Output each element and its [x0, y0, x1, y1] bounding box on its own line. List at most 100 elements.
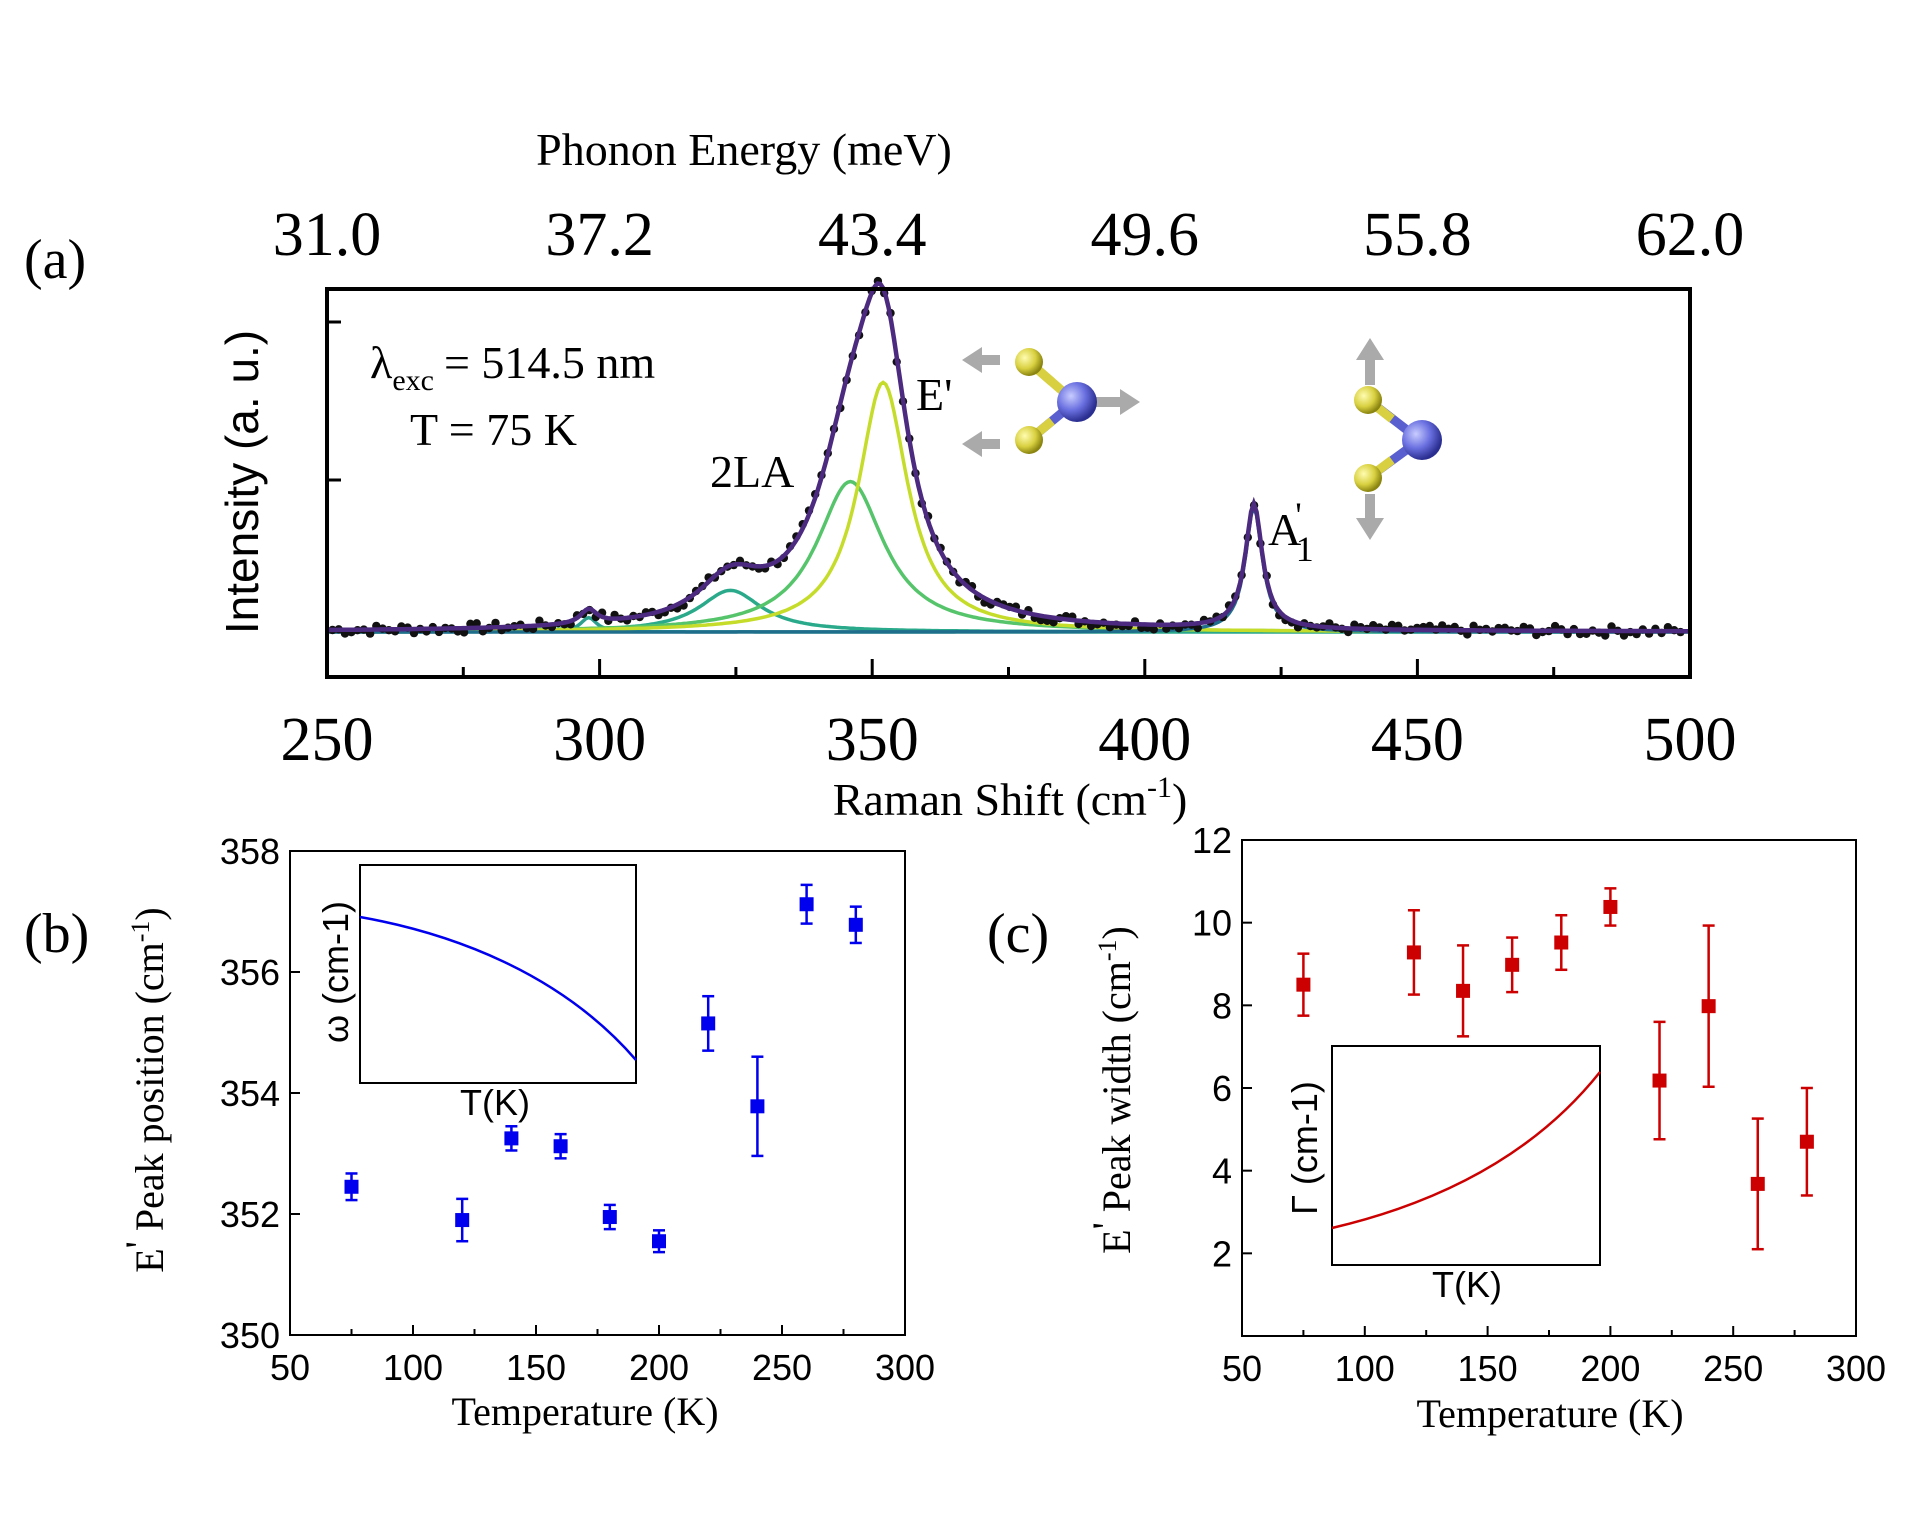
- e-mode-molecule-illustration: [962, 347, 1140, 457]
- y-tick-label: 354: [220, 1073, 280, 1114]
- ylabel-c-prime: ': [1084, 1222, 1129, 1229]
- y-tick-label: 352: [220, 1194, 280, 1235]
- data-point: [1406, 909, 1421, 996]
- data-point: [1607, 622, 1616, 631]
- x-axis-title-a: Raman Shift (cm-1): [833, 771, 1188, 825]
- x-axis-title-sup: -1: [1147, 771, 1172, 804]
- inset-xlabel-b: T(K): [460, 1082, 530, 1123]
- data-point: [1296, 952, 1311, 1017]
- x-tick-label: 350: [826, 706, 919, 774]
- lambda-subscript: exc: [392, 364, 434, 397]
- x-tick-label: 250: [1703, 1348, 1763, 1389]
- x-tick-label: 400: [1098, 706, 1191, 774]
- ylabel-c-pre: E: [1094, 1229, 1139, 1253]
- ylabel-b-mid: Peak position (cm: [127, 942, 172, 1241]
- x-tick-label: 100: [1335, 1348, 1395, 1389]
- x-tick-label: 50: [1222, 1348, 1262, 1389]
- y-axis-title-a: Intensity (a. u.): [216, 330, 268, 634]
- data-point: [652, 1229, 666, 1254]
- x-axis-title-end: ): [1172, 774, 1187, 825]
- x-tick-label: 300: [553, 706, 646, 774]
- panel-label-b: (b): [24, 903, 89, 965]
- data-point: [1601, 631, 1610, 640]
- inset-curve-c: [1331, 1071, 1601, 1230]
- ylabel-b-pre: E: [127, 1248, 172, 1272]
- a1-subscript: 1: [1296, 529, 1314, 569]
- y-tick-label: 350: [220, 1315, 280, 1356]
- inset-c: Γ (cm-1) T(K): [1284, 1045, 1601, 1305]
- excitation-annotation: λexc = 514.5 nm: [370, 337, 655, 397]
- x-tick-label: 150: [1458, 1348, 1518, 1389]
- data-point: [1456, 944, 1471, 1038]
- x-tick-label: 200: [1580, 1348, 1640, 1389]
- top-tick-label: 55.8: [1363, 201, 1472, 269]
- x-tick-label: 200: [629, 1347, 689, 1388]
- data-point: [1652, 1020, 1667, 1141]
- a1-base: A: [1268, 504, 1301, 555]
- data-point: [553, 1132, 568, 1160]
- inset-xlabel-c: T(K): [1432, 1264, 1502, 1305]
- bottom-axis-tick-labels: 250 300 350 400 450 500: [281, 706, 1737, 774]
- inset-b: ω (cm-1) T(K): [315, 864, 637, 1123]
- panel-c: (c) 50 100 150 200 250 300 2 4 6 8 10 12 Temperatur…: [987, 820, 1886, 1436]
- y-tick-label: 8: [1212, 985, 1232, 1026]
- x-tick-label: 300: [875, 1347, 935, 1388]
- inset-curve-b: [359, 915, 637, 1061]
- top-tick-label: 43.4: [818, 201, 927, 269]
- top-axis-tick-labels: 31.0 37.2 43.4 49.6 55.8 62.0: [273, 201, 1745, 269]
- data-point: [1550, 621, 1560, 631]
- y-tick-label: 12: [1192, 820, 1232, 861]
- ylabel-b-sup: -1: [126, 921, 155, 943]
- inset-frame-b: [359, 864, 637, 1084]
- data-point: [455, 1197, 470, 1243]
- x-axis-title-c: Temperature (K): [1416, 1391, 1683, 1436]
- a1-mode-molecule-illustration: [1354, 338, 1442, 540]
- top-tick-label: 31.0: [273, 201, 382, 269]
- total-fit-curve: [326, 281, 1690, 634]
- lambda-value: = 514.5 nm: [444, 337, 655, 388]
- inset-frame-c: [1331, 1045, 1601, 1266]
- panel-label-a: (a): [24, 229, 86, 291]
- data-point: [1438, 621, 1447, 630]
- panel-label-c: (c): [987, 903, 1049, 965]
- data-point: [1149, 625, 1159, 634]
- peak-label-e: E': [916, 369, 952, 420]
- y-tick-label: 356: [220, 952, 280, 993]
- data-point: [1619, 631, 1629, 640]
- x-tick-label: 300: [1826, 1348, 1886, 1389]
- x-tick-label: 100: [383, 1347, 443, 1388]
- x-tick-label: 450: [1371, 706, 1464, 774]
- top-tick-label: 62.0: [1636, 201, 1745, 269]
- data-point: [1387, 620, 1397, 630]
- y-tick-label: 2: [1212, 1233, 1232, 1274]
- y-tick-label: 358: [220, 831, 280, 872]
- x-tick-label: 150: [506, 1347, 566, 1388]
- data-point: [1193, 623, 1202, 633]
- data-point: [1799, 1086, 1814, 1197]
- peak-component-curve: [327, 501, 1690, 634]
- top-axis-title: Phonon Energy (meV): [536, 124, 952, 175]
- data-point: [535, 616, 544, 625]
- data-points: [326, 276, 1690, 640]
- top-tick-label: 49.6: [1091, 201, 1200, 269]
- data-point: [848, 905, 863, 945]
- data-point: [1701, 924, 1716, 1089]
- x-axis-title-b: Temperature (K): [451, 1389, 718, 1434]
- x-tick-label: 250: [281, 706, 374, 774]
- data-point: [1603, 887, 1618, 927]
- data-point: [1469, 621, 1478, 630]
- x-tick-label: 500: [1644, 706, 1737, 774]
- a1-prime: ': [1295, 495, 1302, 535]
- temperature-annotation: T = 75 K: [410, 404, 577, 455]
- peak-label-a1: A' 1: [1268, 495, 1314, 569]
- data-point: [701, 994, 716, 1052]
- x-axis-title-main: Raman Shift (cm: [833, 774, 1147, 825]
- ylabel-b-end: ): [127, 907, 172, 920]
- y-axis-title-c: E' Peak width (cm-1): [1084, 926, 1139, 1254]
- ylabel-b-prime: ': [117, 1241, 162, 1248]
- y-tick-label: 6: [1212, 1068, 1232, 1109]
- data-point: [344, 1172, 359, 1202]
- y-tick-label: 10: [1192, 903, 1232, 944]
- data-point: [1750, 1117, 1765, 1251]
- panel-b: (b) 50 100 150 200 250 300 350 352 354 356 358 Tem…: [24, 831, 935, 1434]
